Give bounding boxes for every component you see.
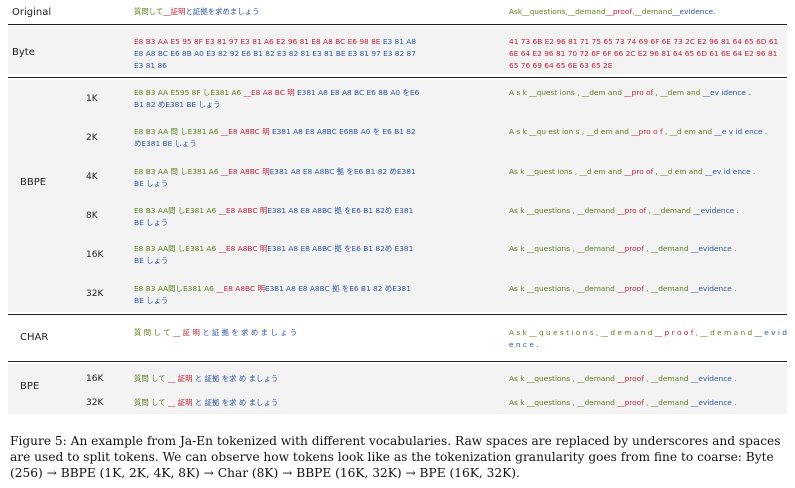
bbpe-16k-size: 16K: [86, 250, 104, 260]
row-bbpe1k-en: A s k __quest ions , __dem and __pro of …: [509, 88, 751, 97]
bbpe-label: BBPE: [20, 177, 47, 188]
row-bpe16k-en: As k __questions , __demand __proof , __…: [509, 374, 737, 383]
rule-bbpe: [8, 314, 787, 315]
row-bbpe8k-ja: E8 B3 AA問 しE381 A6 __E8 A8BC 明E381 A8 E8…: [134, 206, 416, 227]
row-bbpe4k-ja: E8 B3 AA 問 しE381 A6 __E8 A8BC 明E381 A8 E…: [134, 167, 419, 188]
char-label: CHAR: [20, 332, 49, 343]
bbpe-1k-size: 1K: [86, 94, 98, 104]
bpe-32k-size: 32K: [86, 398, 104, 408]
bbpe-2k-size: 2K: [86, 133, 98, 143]
row-char-ja: 質 問 し て __ 証 明 と 証 拠 を 求 め ま し ょ う: [134, 328, 298, 337]
row-bbpe4k-en: As k __quest ions , __d em and __pro of …: [509, 167, 756, 176]
row-char-en: A s k __ q u e s t i o n s , __ d e m a …: [509, 328, 790, 349]
original-ja: 質問して__証明と証拠を求めましょう: [134, 7, 260, 16]
bbpe-8k-size: 8K: [86, 211, 98, 221]
row-bbpe32k-ja: E8 B3 AA問しE381 A6 __E8 A8BC 明E381 A8 E8 …: [134, 284, 414, 305]
byte-shade: [8, 26, 787, 74]
row-bbpe16k-en: As k __questions , __demand __proof , __…: [509, 244, 737, 253]
row-bbpe1k-ja: E8 B3 AA E595 8F しE381 A6 __E8 A8 BC 明 E…: [134, 88, 422, 109]
row-bbpe2k-ja: E8 B3 AA 問 しE381 A6 __E8 A8BC 明 E381 A8 …: [134, 127, 419, 148]
row-bpe32k-en: As k __questions , __demand __proof , __…: [509, 398, 737, 407]
row-bbpe16k-ja: E8 B3 AA問 しE381 A6 __E8 A8BC 明E381 A8 E8…: [134, 244, 416, 265]
rule-char: [8, 361, 787, 362]
rule-byte: [8, 77, 787, 78]
row-bpe32k-ja: 質問 して __ 証明 と 証拠 を求 め ましょう: [134, 398, 279, 407]
rule-header: [8, 24, 787, 25]
bbpe-4k-size: 4K: [86, 172, 98, 182]
original-en: Ask__questions,__demand__proof,__demand_…: [509, 7, 716, 16]
bbpe-shade: [8, 80, 787, 312]
row-byte-en: 41 73 6B E2 96 81 71 75 65 73 74 69 6F 6…: [509, 37, 781, 70]
bpe-16k-size: 16K: [86, 374, 104, 384]
bpe-shade: [8, 364, 787, 414]
original-label: Original: [12, 7, 52, 18]
byte-label: Byte: [12, 47, 35, 58]
bpe-label: BPE: [20, 381, 40, 392]
row-bbpe32k-en: As k __questions , __demand __proof , __…: [509, 284, 737, 293]
figure-caption: Figure 5: An example from Ja-En tokenize…: [10, 434, 781, 480]
row-bbpe2k-en: A s k __qu est ion s , __d em and __pro …: [509, 127, 768, 136]
bbpe-32k-size: 32K: [86, 289, 104, 299]
row-bpe16k-ja: 質問 して __ 証明 と 証拠 を求 め ましょう: [134, 374, 279, 383]
row-bbpe8k-en: As k __questions , __demand __pro of , _…: [509, 206, 739, 215]
row-byte-ja: E8 B3 AA E5 95 8F E3 81 97 E3 81 A6 E2 9…: [134, 37, 419, 70]
